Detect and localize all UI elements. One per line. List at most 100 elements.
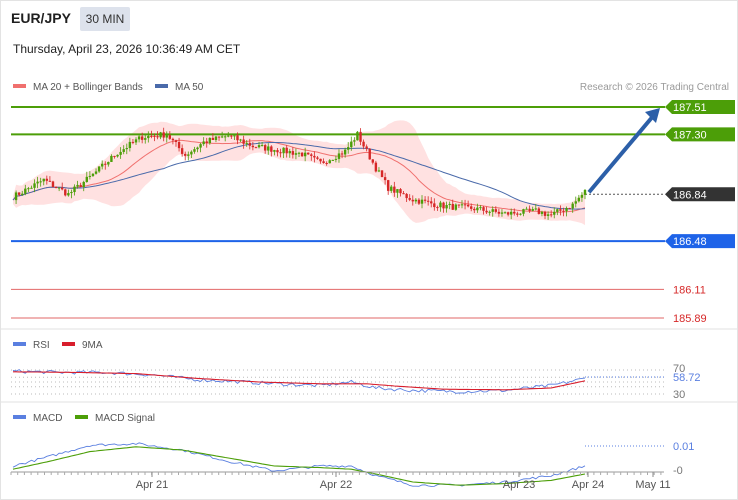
candle-body [91,173,95,176]
timeframe-badge[interactable]: 30 MIN [80,7,130,31]
candle-body [125,148,128,150]
candle-body [180,148,184,154]
candle-body [319,158,322,162]
candle-body [276,150,279,153]
candle-body [365,146,368,149]
candle-body [420,199,424,204]
support-label-3: 186.48 [673,236,707,248]
candle-body [48,180,52,182]
candle-body [417,199,421,204]
rsi-value-label: 58.72 [673,372,701,384]
resistance-label-0: 187.51 [673,102,707,114]
candle-body [466,204,470,207]
candle-body [24,188,27,194]
macd-line [12,442,586,487]
candle-body [190,151,193,155]
candle-body [285,147,288,154]
legend-label-rsi-ma: 9MA [82,340,103,351]
candle-body [82,181,85,187]
legend-swatch-macd-signal [75,415,88,419]
candle-body [162,132,165,138]
candle-body [316,157,319,159]
candle-body [134,139,138,143]
forecast-arrow-shaft [587,113,656,194]
candle-body [460,204,464,206]
candle-body [73,186,76,193]
ma50-line [12,142,586,210]
candle-body [57,187,61,189]
candle-body [171,138,175,141]
candle-body [577,197,581,202]
candle-body [522,209,525,214]
candle-body [414,199,418,202]
x-tick-label-1: Apr 22 [320,479,352,491]
resistance-label-1: 187.30 [673,129,707,141]
macd-zero-label: -0 [673,465,683,477]
candle-body [291,151,295,155]
candle-body [39,181,42,183]
candle-body [187,154,190,156]
candle-body [356,131,359,141]
candle-body [368,148,371,160]
candle-body [70,192,73,194]
forecast-arrow-head [645,108,660,123]
rsi-tick-70: 70 [673,363,685,375]
candle-body [347,147,350,150]
candle-body [426,200,430,202]
candle-body [408,198,411,200]
legend-swatch-rsi-ma [62,342,75,346]
candle-body [193,149,196,152]
candle-body [325,163,328,165]
candle-body [267,146,270,151]
candle-body [473,208,476,211]
resistance-tag-0 [665,100,735,114]
candle-body [174,140,178,143]
candle-body [107,161,110,165]
candle-body [476,207,479,211]
candle-body [559,209,562,211]
candle-body [497,211,501,214]
candle-body [445,205,448,209]
candle-body [223,136,227,138]
candle-body [147,135,150,139]
candle-body [140,136,144,140]
current-price-label: 186.84 [673,189,707,201]
candle-body [260,145,264,147]
candle-body [386,180,390,191]
candle-body [297,152,301,154]
candle-body [310,154,313,156]
candle-body [516,213,519,215]
candle-body [236,135,239,141]
macd-value-label: 0.01 [673,441,694,453]
chart-datetime: Thursday, April 23, 2026 10:36:49 AM CET [13,42,241,56]
candle-body [61,187,64,190]
candle-body [288,151,291,154]
candle-body [159,132,162,138]
candle-body [322,161,325,164]
candle-body [211,137,215,140]
candle-body [549,214,553,216]
candle-body [353,140,356,142]
ma20-line [12,139,586,213]
current-price-tag [665,187,735,202]
candle-body [202,141,205,145]
candle-body [17,192,21,195]
candle-body [248,142,251,146]
candle-body [463,204,467,206]
candle-body [503,212,507,214]
candle-body [220,136,224,138]
candle-body [233,135,236,137]
candle-body [217,136,221,138]
x-tick-label-2: Apr 23 [503,479,535,491]
candle-body [150,135,153,137]
candle-body [251,145,255,148]
candle-body [42,178,45,182]
candle-body [239,139,242,141]
candle-body [380,170,384,178]
candle-body [580,194,584,198]
candle-body [119,151,122,155]
candle-body [556,209,559,212]
candle-body [371,159,375,163]
candle-body [423,199,427,201]
